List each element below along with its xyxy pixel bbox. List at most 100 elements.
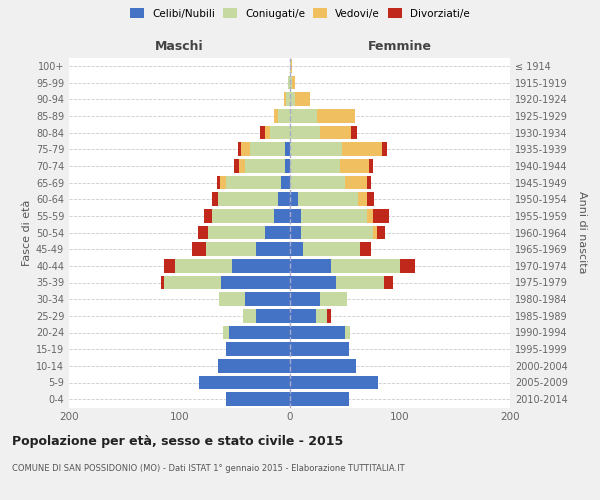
Bar (331, 259, 400, 272)
Bar (243, 309, 256, 322)
Bar (290, 309, 316, 322)
Bar (290, 159, 340, 172)
Bar (373, 226, 377, 239)
Bar (317, 109, 355, 122)
Bar (265, 226, 290, 239)
Bar (220, 176, 226, 190)
Bar (260, 126, 265, 140)
Bar (336, 276, 385, 289)
Bar (218, 359, 290, 372)
Bar (290, 192, 298, 206)
Bar (284, 92, 286, 106)
Bar (175, 259, 232, 272)
Bar (344, 326, 350, 340)
Bar (241, 142, 250, 156)
Bar (303, 242, 360, 256)
Bar (208, 226, 265, 239)
Bar (212, 192, 218, 206)
Bar (285, 159, 290, 172)
Bar (382, 142, 386, 156)
Bar (290, 326, 344, 340)
Bar (290, 59, 292, 72)
Bar (290, 92, 295, 106)
Bar (256, 242, 290, 256)
Bar (245, 292, 290, 306)
Bar (295, 92, 310, 106)
Bar (367, 209, 373, 222)
Bar (245, 159, 285, 172)
Bar (316, 309, 327, 322)
Text: COMUNE DI SAN POSSIDONIO (MO) - Dati ISTAT 1° gennaio 2015 - Elaborazione TUTTIT: COMUNE DI SAN POSSIDONIO (MO) - Dati IST… (12, 464, 404, 473)
Bar (274, 109, 278, 122)
Bar (193, 242, 206, 256)
Bar (161, 276, 164, 289)
Bar (226, 392, 290, 406)
Bar (278, 192, 290, 206)
Bar (320, 292, 347, 306)
Legend: Celibi/Nubili, Coniugati/e, Vedovi/e, Divorziati/e: Celibi/Nubili, Coniugati/e, Vedovi/e, Di… (127, 5, 473, 21)
Bar (286, 92, 290, 106)
Bar (164, 259, 175, 272)
Text: Femmine: Femmine (368, 40, 432, 52)
Bar (206, 242, 256, 256)
Bar (239, 159, 245, 172)
Bar (343, 142, 382, 156)
Text: Popolazione per età, sesso e stato civile - 2015: Popolazione per età, sesso e stato civil… (12, 435, 343, 448)
Bar (301, 209, 367, 222)
Bar (164, 276, 221, 289)
Bar (367, 192, 374, 206)
Bar (235, 159, 239, 172)
Bar (221, 276, 290, 289)
Bar (290, 76, 292, 90)
Bar (290, 276, 336, 289)
Bar (369, 159, 373, 172)
Bar (360, 242, 371, 256)
Bar (340, 159, 369, 172)
Bar (377, 226, 385, 239)
Bar (229, 326, 290, 340)
Bar (290, 142, 343, 156)
Bar (285, 142, 290, 156)
Bar (290, 342, 349, 356)
Bar (301, 226, 373, 239)
Bar (373, 209, 389, 222)
Bar (256, 309, 290, 322)
Bar (290, 242, 303, 256)
Bar (290, 259, 331, 272)
Bar (351, 126, 357, 140)
Bar (290, 209, 301, 222)
Bar (290, 176, 344, 190)
Y-axis label: Fasce di età: Fasce di età (22, 200, 32, 266)
Bar (219, 292, 245, 306)
Bar (290, 226, 301, 239)
Bar (298, 192, 358, 206)
Bar (199, 376, 290, 390)
Bar (217, 176, 220, 190)
Bar (290, 376, 378, 390)
Bar (400, 259, 415, 272)
Bar (327, 309, 331, 322)
Bar (226, 342, 290, 356)
Bar (223, 326, 229, 340)
Bar (218, 192, 278, 206)
Bar (289, 76, 290, 90)
Bar (226, 176, 281, 190)
Bar (281, 176, 290, 190)
Bar (238, 142, 241, 156)
Bar (344, 176, 367, 190)
Bar (367, 176, 371, 190)
Text: Maschi: Maschi (155, 40, 203, 52)
Bar (269, 126, 290, 140)
Bar (198, 226, 208, 239)
Bar (212, 209, 274, 222)
Bar (232, 259, 290, 272)
Bar (290, 392, 349, 406)
Bar (385, 276, 393, 289)
Bar (290, 109, 317, 122)
Bar (290, 359, 356, 372)
Bar (320, 126, 351, 140)
Bar (292, 76, 295, 90)
Y-axis label: Anni di nascita: Anni di nascita (577, 191, 587, 274)
Bar (278, 109, 290, 122)
Bar (290, 292, 320, 306)
